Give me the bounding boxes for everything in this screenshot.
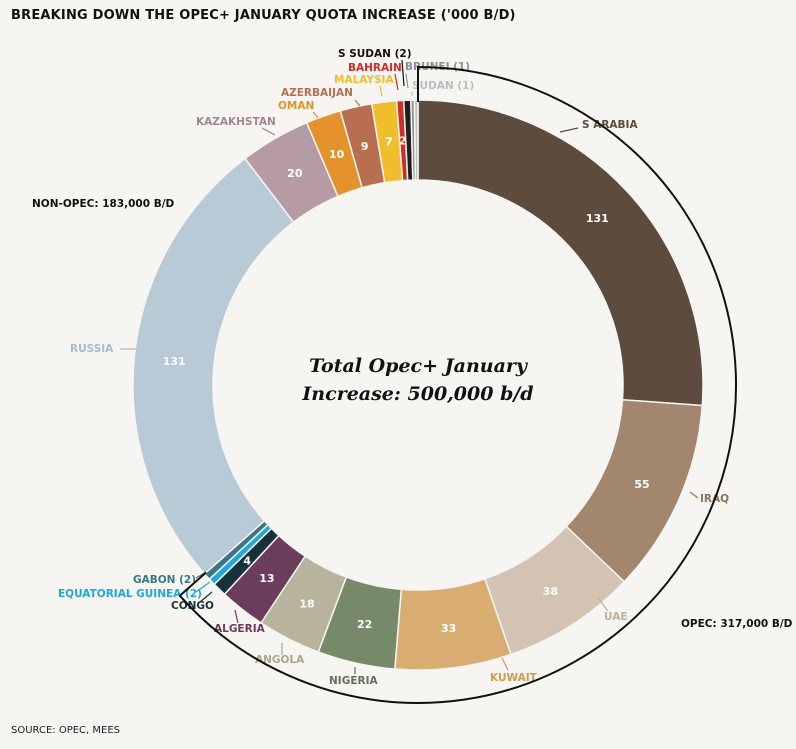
slice-name-labels: S ARABIAIRAQUAEKUWAITNIGERIAANGOLAALGERI… bbox=[58, 48, 729, 687]
leader-line bbox=[501, 657, 509, 671]
leader-line bbox=[405, 73, 409, 89]
value-label: 9 bbox=[361, 140, 369, 153]
slice-name-label: CONGO bbox=[171, 600, 214, 612]
leader-line bbox=[195, 581, 211, 593]
slice-name-label: BAHRAIN bbox=[348, 62, 402, 74]
value-label: 4 bbox=[243, 555, 251, 568]
slice-name-label: EQUATORIAL GUINEA (2) bbox=[58, 588, 202, 600]
value-label: 38 bbox=[543, 585, 558, 598]
opec-group-label: OPEC: 317,000 B/D bbox=[681, 618, 793, 630]
non-opec-group-label: NON-OPEC: 183,000 B/D bbox=[32, 198, 175, 210]
value-label: 22 bbox=[357, 618, 372, 631]
value-label: 20 bbox=[287, 167, 303, 180]
leader-line bbox=[394, 73, 399, 91]
chart-title: BREAKING DOWN THE OPEC+ JANUARY QUOTA IN… bbox=[11, 8, 516, 23]
slice-name-label: RUSSIA bbox=[70, 343, 114, 355]
slice-name-label: MALAYSIA bbox=[334, 74, 394, 86]
leader-line bbox=[379, 85, 383, 97]
slice-name-label: S SUDAN (2) bbox=[338, 48, 412, 60]
center-text-line-2: Increase: 500,000 b/d bbox=[301, 383, 533, 405]
slice-name-label: ALGERIA bbox=[214, 623, 266, 635]
slice-name-label: SUDAN (1) bbox=[412, 80, 474, 92]
leader-line bbox=[234, 609, 239, 624]
leader-line bbox=[199, 591, 213, 603]
slice-name-label: AZERBAIJAN bbox=[281, 87, 353, 99]
chart-source: SOURCE: OPEC, MEES bbox=[11, 725, 121, 736]
value-label: 18 bbox=[299, 597, 314, 610]
slice-name-label: KUWAIT bbox=[490, 672, 538, 684]
slice-name-label: GABON (2) bbox=[133, 574, 196, 586]
leader-line bbox=[559, 127, 579, 133]
value-label: 33 bbox=[441, 622, 456, 635]
value-label: 55 bbox=[634, 478, 649, 491]
slices-layer bbox=[132, 99, 704, 671]
value-labels: 131 55 38 33 22 18 13 4 131 20 10 9 7 2 bbox=[163, 134, 650, 635]
slice-name-label: S ARABIA bbox=[582, 119, 638, 131]
value-label: 10 bbox=[329, 148, 345, 161]
leader-line bbox=[354, 99, 361, 107]
opec-bracket-arc bbox=[178, 65, 737, 704]
slice-s-arabia bbox=[417, 99, 704, 407]
leader-line bbox=[689, 491, 699, 499]
center-text-line-1: Total Opec+ January bbox=[309, 355, 529, 377]
slice-name-label: ANGOLA bbox=[255, 654, 305, 666]
value-label: 7 bbox=[385, 136, 393, 149]
slice-name-label: OMAN bbox=[278, 100, 314, 112]
slice-name-label: KAZAKHSTAN bbox=[196, 116, 276, 128]
value-label: 13 bbox=[259, 572, 274, 585]
slice-name-label: NIGERIA bbox=[329, 675, 378, 687]
value-label: 2 bbox=[399, 134, 407, 147]
leader-line bbox=[261, 127, 276, 136]
slice-sudan-1 bbox=[413, 99, 419, 181]
value-label: 131 bbox=[163, 355, 186, 368]
leader-line bbox=[312, 111, 319, 119]
value-label: 131 bbox=[586, 212, 609, 225]
leader-line bbox=[597, 597, 609, 612]
slice-name-label: UAE bbox=[604, 611, 628, 623]
slice-russia bbox=[132, 157, 295, 575]
leader-lines bbox=[120, 59, 699, 674]
leader-line bbox=[401, 59, 405, 87]
